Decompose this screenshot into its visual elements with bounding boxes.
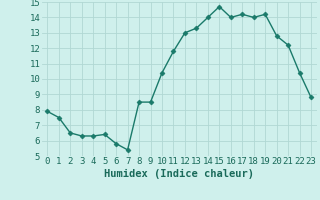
X-axis label: Humidex (Indice chaleur): Humidex (Indice chaleur) — [104, 169, 254, 179]
